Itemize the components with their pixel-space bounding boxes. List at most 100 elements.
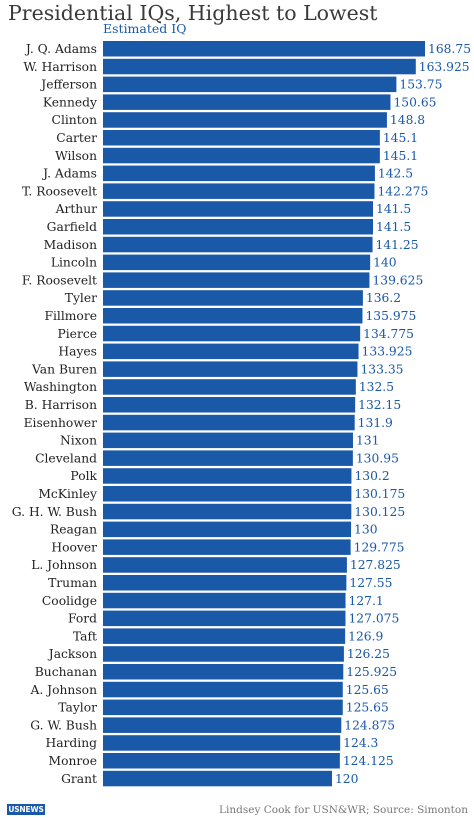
category-label-38: G. W. Bush xyxy=(30,718,97,732)
value-label-29: 127.825 xyxy=(350,558,401,572)
value-label-5: 145.1 xyxy=(383,131,418,145)
bar-1 xyxy=(103,58,416,75)
value-label-1: 163.925 xyxy=(419,60,470,74)
bar-15 xyxy=(103,308,363,324)
value-label-25: 130.175 xyxy=(354,487,405,501)
category-label-14: Tyler xyxy=(65,291,97,305)
bar-7 xyxy=(103,165,375,182)
value-label-38: 124.875 xyxy=(344,718,395,732)
value-label-24: 130.2 xyxy=(354,469,389,483)
value-label-13: 139.625 xyxy=(372,273,423,287)
bar-10 xyxy=(103,219,373,235)
category-label-24: Polk xyxy=(70,469,97,483)
bar-17 xyxy=(103,343,359,360)
chart-title: Presidential IQs, Highest to Lowest xyxy=(8,1,378,25)
category-label-27: Reagan xyxy=(50,523,97,537)
bar-29 xyxy=(103,557,347,573)
bar-0 xyxy=(103,41,425,57)
bar-12 xyxy=(103,254,371,271)
value-label-30: 127.55 xyxy=(349,576,392,590)
bar-33 xyxy=(103,628,346,644)
value-label-26: 130.125 xyxy=(354,505,405,519)
value-label-6: 145.1 xyxy=(383,149,418,163)
bar-9 xyxy=(103,201,373,217)
bar-3 xyxy=(103,94,391,110)
category-label-9: Arthur xyxy=(55,202,98,216)
category-label-12: Lincoln xyxy=(51,256,97,270)
category-label-13: F. Roosevelt xyxy=(22,273,97,287)
value-label-3: 150.65 xyxy=(393,95,436,109)
category-label-2: Jefferson xyxy=(39,78,97,92)
category-label-34: Jackson xyxy=(47,647,97,661)
bar-21 xyxy=(103,414,355,431)
bar-23 xyxy=(103,450,353,466)
value-label-0: 168.75 xyxy=(428,42,471,56)
value-label-28: 129.775 xyxy=(354,540,405,554)
bar-38 xyxy=(103,717,342,733)
value-label-10: 141.5 xyxy=(376,220,411,234)
value-label-7: 142.5 xyxy=(378,167,413,181)
category-label-20: B. Harrison xyxy=(25,398,97,412)
bar-6 xyxy=(103,147,380,164)
category-label-10: Garfield xyxy=(47,220,97,234)
category-label-35: Buchanan xyxy=(35,665,97,679)
bar-19 xyxy=(103,379,356,395)
category-label-15: Fillmore xyxy=(44,309,97,323)
category-label-26: G. H. W. Bush xyxy=(12,505,97,519)
bar-2 xyxy=(103,76,397,93)
bar-11 xyxy=(103,236,373,253)
bar-37 xyxy=(103,699,343,716)
value-label-21: 131.9 xyxy=(358,416,393,430)
bar-30 xyxy=(103,575,347,591)
bar-27 xyxy=(103,521,352,538)
bar-34 xyxy=(103,646,344,662)
value-label-41: 120 xyxy=(335,772,358,786)
category-label-39: Harding xyxy=(45,736,97,750)
value-label-20: 132.15 xyxy=(358,398,401,412)
value-label-14: 136.2 xyxy=(366,291,401,305)
category-label-37: Taylor xyxy=(58,701,97,715)
category-label-30: Truman xyxy=(48,576,97,590)
category-label-33: Taft xyxy=(73,629,97,643)
category-label-0: J. Q. Adams xyxy=(24,42,97,56)
category-label-25: McKinley xyxy=(38,487,97,501)
bar-16 xyxy=(103,325,361,342)
bar-8 xyxy=(103,183,375,199)
source-credit: Lindsey Cook for USN&WR; Source: Simonto… xyxy=(219,804,468,816)
value-label-23: 130.95 xyxy=(356,451,399,465)
value-label-22: 131 xyxy=(356,434,379,448)
bar-25 xyxy=(103,486,352,502)
category-label-23: Cleveland xyxy=(35,451,97,465)
value-label-32: 127.075 xyxy=(348,612,399,626)
bar-32 xyxy=(103,610,346,627)
category-label-41: Grant xyxy=(61,772,97,786)
chart-subtitle: Estimated IQ xyxy=(103,21,187,36)
bar-35 xyxy=(103,664,344,680)
value-label-16: 134.775 xyxy=(363,327,414,341)
category-label-16: Pierce xyxy=(57,327,97,341)
category-label-28: Hoover xyxy=(51,540,97,554)
value-label-36: 125.65 xyxy=(346,683,389,697)
value-label-40: 124.125 xyxy=(343,754,394,768)
category-label-17: Hayes xyxy=(58,345,97,359)
bar-40 xyxy=(103,753,340,769)
value-label-39: 124.3 xyxy=(343,736,378,750)
bar-41 xyxy=(103,770,332,787)
value-label-18: 133.35 xyxy=(360,362,403,376)
value-label-2: 153.75 xyxy=(399,78,442,92)
category-label-11: Madison xyxy=(44,238,97,252)
value-label-37: 125.65 xyxy=(346,701,389,715)
category-label-8: T. Roosevelt xyxy=(22,184,97,198)
category-label-18: Van Buren xyxy=(31,362,97,376)
bar-13 xyxy=(103,272,370,288)
bar-24 xyxy=(103,468,352,484)
bar-20 xyxy=(103,397,356,413)
bar-36 xyxy=(103,681,343,698)
category-label-7: J. Adams xyxy=(41,167,97,181)
bar-14 xyxy=(103,290,363,306)
category-label-32: Ford xyxy=(68,612,97,626)
value-label-4: 148.8 xyxy=(390,113,425,127)
value-label-9: 141.5 xyxy=(376,202,411,216)
category-label-36: A. Johnson xyxy=(29,683,97,697)
